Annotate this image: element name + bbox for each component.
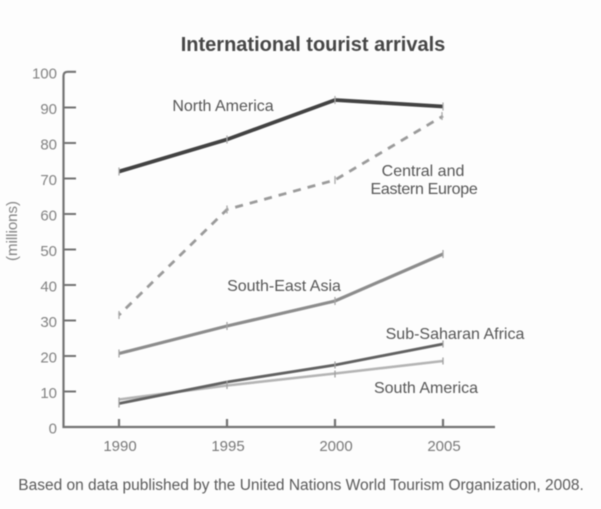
svg-text:30: 30 <box>40 314 57 331</box>
svg-text:2000: 2000 <box>319 438 352 455</box>
svg-text:Central and: Central and <box>382 163 465 180</box>
svg-text:(millions): (millions) <box>4 201 21 261</box>
svg-text:80: 80 <box>40 137 57 154</box>
svg-text:South America: South America <box>374 380 478 397</box>
svg-text:1990: 1990 <box>103 438 136 455</box>
svg-text:Sub-Saharan Africa: Sub-Saharan Africa <box>386 326 525 343</box>
svg-text:North America: North America <box>172 98 273 115</box>
svg-text:90: 90 <box>40 101 57 118</box>
svg-text:40: 40 <box>40 279 57 296</box>
svg-text:10: 10 <box>40 385 57 402</box>
svg-text:60: 60 <box>40 208 57 225</box>
svg-text:0: 0 <box>49 421 57 438</box>
svg-text:20: 20 <box>40 350 57 367</box>
svg-text:50: 50 <box>40 243 57 260</box>
svg-text:1995: 1995 <box>211 438 244 455</box>
svg-text:2005: 2005 <box>427 438 460 455</box>
svg-text:Based on data published by the: Based on data published by the United Na… <box>18 477 584 494</box>
svg-text:International tourist arrivals: International tourist arrivals <box>181 34 446 56</box>
svg-text:South-East Asia: South-East Asia <box>227 278 341 295</box>
svg-text:70: 70 <box>40 172 57 189</box>
svg-text:100: 100 <box>32 66 57 83</box>
svg-text:Eastern Europe: Eastern Europe <box>371 181 478 198</box>
